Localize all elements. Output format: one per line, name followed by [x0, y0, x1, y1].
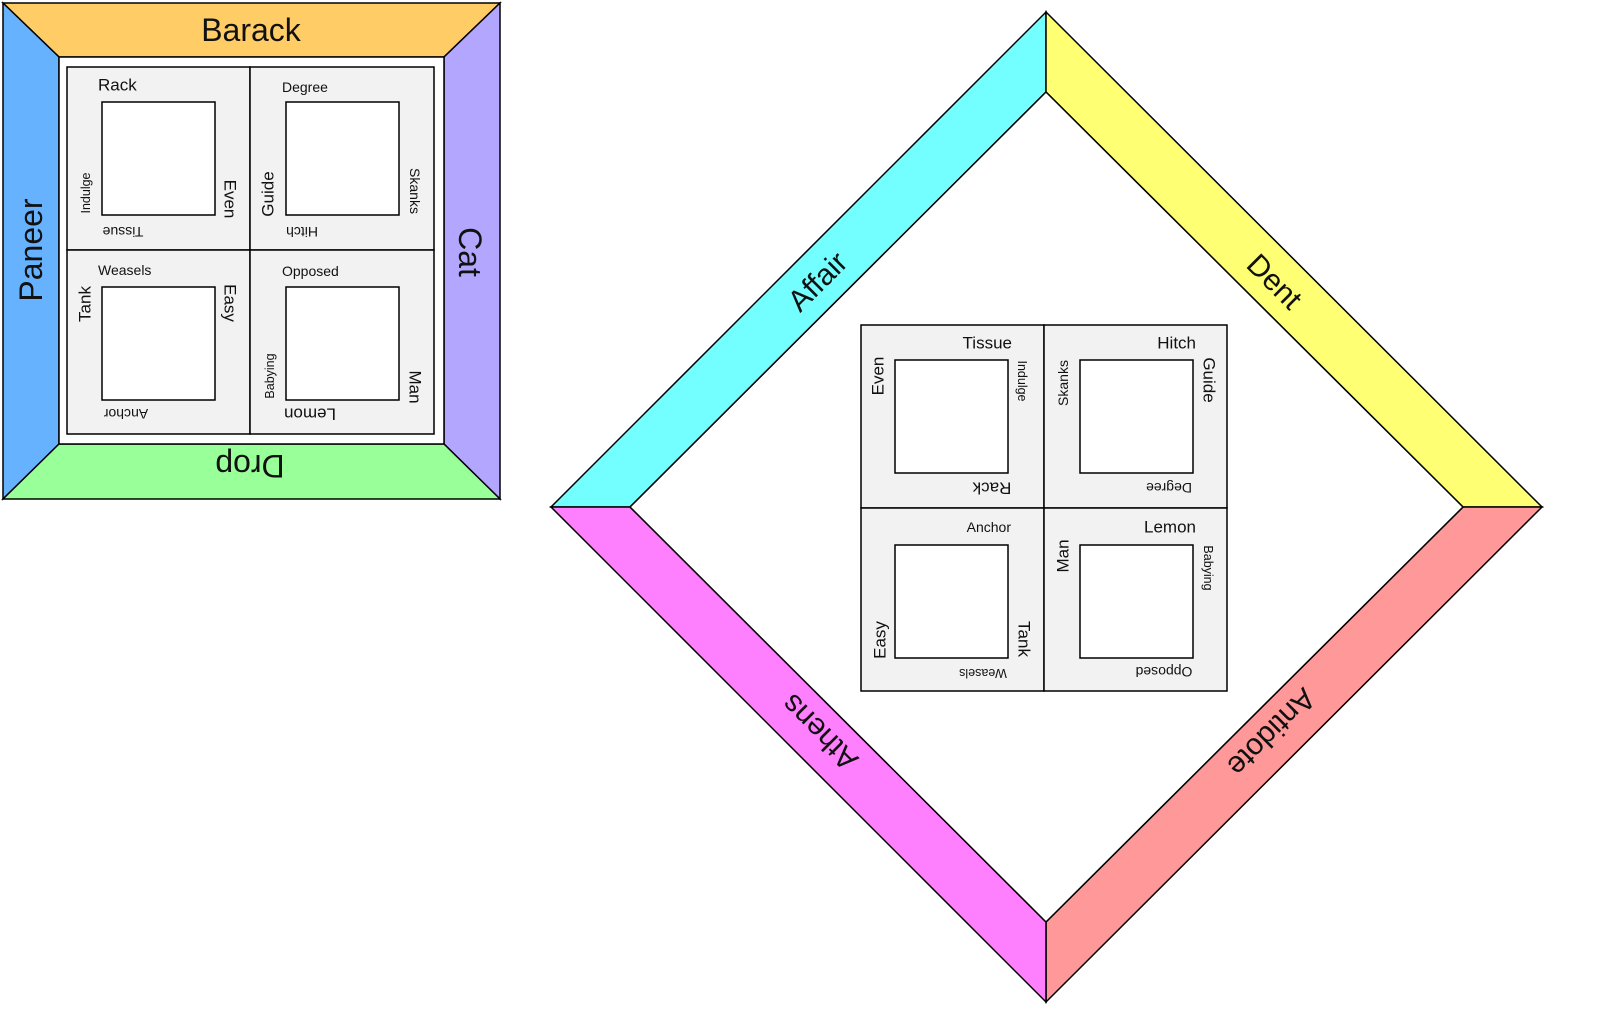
- frame-label-left: Paneer: [13, 198, 49, 302]
- diamond-cell-1: Tissue Even Indulge Rack: [860, 324, 1045, 509]
- frame-label-right: Cat: [452, 227, 488, 277]
- cell-label-bottom: Opposed: [1136, 664, 1193, 680]
- cell-label-right: Man: [406, 370, 425, 403]
- diamond-cell-4: Lemon Man Babying Opposed: [1043, 507, 1228, 692]
- cell-label-bottom: Weasels: [959, 666, 1007, 680]
- cell-label-right: Indulge: [1015, 360, 1029, 401]
- cell-label-top: Tissue: [963, 334, 1012, 353]
- cell-label-left: Skanks: [1055, 360, 1071, 406]
- square-cell-1: Rack Indulge Even Tissue: [66, 66, 251, 251]
- cell-box: [285, 286, 400, 401]
- frame-label-top: Barack: [201, 12, 302, 48]
- frame-label-bottom: Drop: [215, 448, 284, 484]
- cell-label-right: Even: [221, 180, 240, 219]
- cell-label-bottom: Tissue: [102, 224, 143, 240]
- cell-label-top: Hitch: [1157, 334, 1196, 353]
- cell-label-left: Man: [1054, 539, 1073, 572]
- cell-label-top: Opposed: [282, 263, 339, 279]
- cell-box: [1079, 544, 1194, 659]
- cell-label-bottom: Degree: [1146, 480, 1192, 496]
- cell-label-right: Easy: [221, 284, 240, 322]
- cell-label-top: Rack: [98, 76, 137, 95]
- diamond-cell-2: Hitch Skanks Guide Degree: [1043, 324, 1228, 509]
- cell-label-left: Babying: [263, 353, 277, 398]
- cell-label-top: Weasels: [98, 262, 151, 278]
- cell-label-right: Skanks: [407, 168, 423, 214]
- cell-label-left: Tank: [76, 286, 95, 322]
- cell-box: [894, 359, 1009, 474]
- cell-box: [1079, 359, 1194, 474]
- cell-label-bottom: Lemon: [284, 405, 336, 424]
- cell-label-right: Tank: [1015, 621, 1034, 657]
- cell-label-top: Anchor: [967, 519, 1012, 535]
- cell-label-left: Guide: [259, 171, 278, 216]
- square-cell-2: Degree Guide Skanks Hitch: [249, 66, 435, 251]
- cell-label-top: Lemon: [1144, 518, 1196, 537]
- cell-box: [101, 101, 216, 216]
- cell-label-bottom: Hitch: [286, 224, 318, 240]
- square-frame: Barack Paneer Cat Drop Rack Indulge Even…: [1, 1, 502, 501]
- cell-label-left: Easy: [871, 621, 890, 659]
- cell-box: [101, 286, 216, 401]
- square-cell-4: Opposed Babying Man Lemon: [249, 249, 435, 435]
- square-cell-3: Weasels Tank Easy Anchor: [66, 249, 251, 435]
- cell-label-right: Guide: [1200, 357, 1219, 402]
- cell-label-right: Babying: [1201, 545, 1215, 590]
- diamond-cell-3: Anchor Easy Tank Weasels: [860, 507, 1045, 692]
- cell-label-bottom: Rack: [972, 479, 1011, 498]
- cell-label-top: Degree: [282, 79, 328, 95]
- cell-label-bottom: Anchor: [103, 406, 148, 422]
- cell-label-left: Even: [869, 357, 888, 396]
- cell-label-left: Indulge: [79, 172, 93, 213]
- diamond-frame: Affair Dent Athens Antidote Tissue Even …: [549, 10, 1544, 1004]
- cell-box: [285, 101, 400, 216]
- cell-box: [894, 544, 1009, 659]
